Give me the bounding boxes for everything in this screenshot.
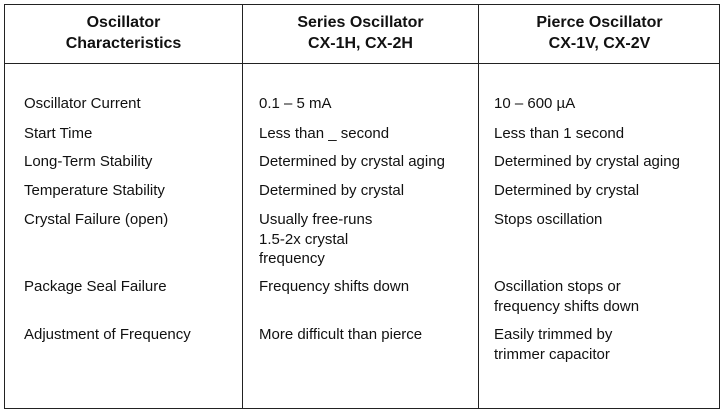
cell-characteristic: Long-Term Stability — [24, 153, 153, 170]
cell-characteristic: Adjustment of Frequency — [24, 326, 191, 343]
cell-characteristic: Package Seal Failure — [24, 278, 167, 295]
cell-pierce-value: Determined by crystal aging — [494, 153, 680, 170]
header-divider — [5, 63, 719, 64]
cell-series-value: Determined by crystal aging — [259, 153, 445, 170]
cell-pierce-value: Less than 1 second — [494, 125, 625, 142]
cell-pierce-value: Oscillation stops or frequency shifts do… — [494, 278, 640, 315]
cell-series-value: Less than _ second — [259, 125, 390, 142]
cell-series-value: Usually free-runs 1.5-2x crystal frequen… — [259, 211, 373, 267]
cell-series-value: Frequency shifts down — [259, 278, 410, 295]
header-characteristics: Oscillator Characteristics — [65, 14, 182, 52]
cell-pierce-value: 10 – 600 µA — [494, 95, 576, 112]
cell-series-value: More difficult than pierce — [259, 326, 423, 343]
column-divider-1 — [242, 5, 243, 408]
cell-characteristic: Crystal Failure (open) — [24, 211, 169, 228]
header-pierce-oscillator: Pierce Oscillator CX-1V, CX-2V — [536, 14, 663, 52]
cell-pierce-value: Stops oscillation — [494, 211, 603, 228]
comparison-table: Oscillator Characteristics Series Oscill… — [4, 4, 720, 409]
cell-characteristic: Start Time — [24, 125, 93, 142]
cell-characteristic: Temperature Stability — [24, 182, 165, 199]
cell-series-value: Determined by crystal — [259, 182, 405, 199]
column-divider-2 — [478, 5, 479, 408]
cell-characteristic: Oscillator Current — [24, 95, 141, 112]
cell-pierce-value: Easily trimmed by trimmer capacitor — [494, 326, 613, 363]
cell-series-value: 0.1 – 5 mA — [259, 95, 332, 112]
header-series-oscillator: Series Oscillator CX-1H, CX-2H — [297, 14, 424, 52]
cell-pierce-value: Determined by crystal — [494, 182, 640, 199]
